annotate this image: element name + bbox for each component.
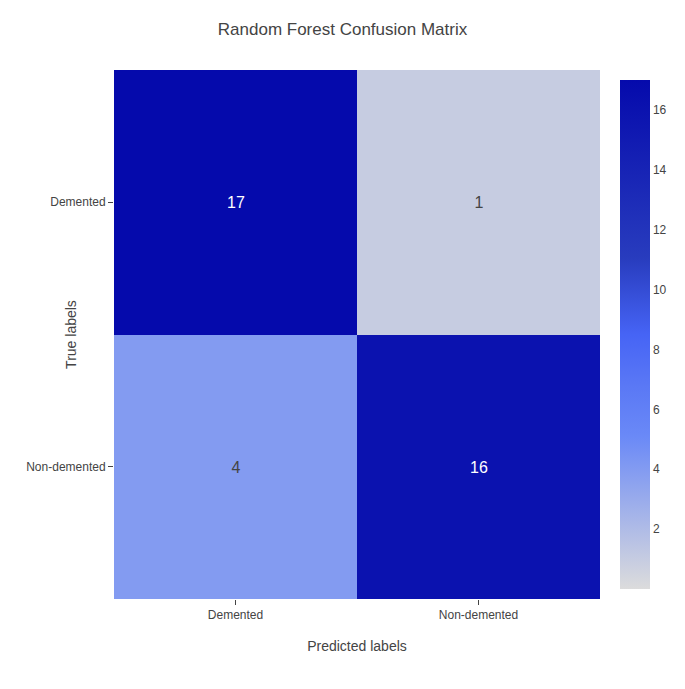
svg-text:Random Forest Confusion Matrix: Random Forest Confusion Matrix (218, 20, 468, 39)
svg-text:4: 4 (232, 459, 241, 476)
svg-text:14: 14 (653, 163, 667, 177)
svg-text:Non-demented: Non-demented (26, 460, 105, 474)
svg-text:Non-demented: Non-demented (439, 608, 518, 622)
svg-text:12: 12 (653, 223, 667, 237)
svg-text:Demented: Demented (50, 195, 105, 209)
svg-text:10: 10 (653, 283, 667, 297)
svg-text:16: 16 (653, 103, 667, 117)
svg-text:Predicted labels: Predicted labels (307, 638, 407, 654)
svg-text:1: 1 (475, 194, 484, 211)
svg-text:6: 6 (653, 403, 660, 417)
svg-text:17: 17 (227, 194, 245, 211)
svg-text:Demented: Demented (208, 608, 263, 622)
svg-text:8: 8 (653, 343, 660, 357)
svg-text:16: 16 (470, 459, 488, 476)
svg-text:2: 2 (653, 522, 660, 536)
svg-text:True labels: True labels (63, 300, 79, 369)
svg-text:4: 4 (653, 462, 660, 476)
